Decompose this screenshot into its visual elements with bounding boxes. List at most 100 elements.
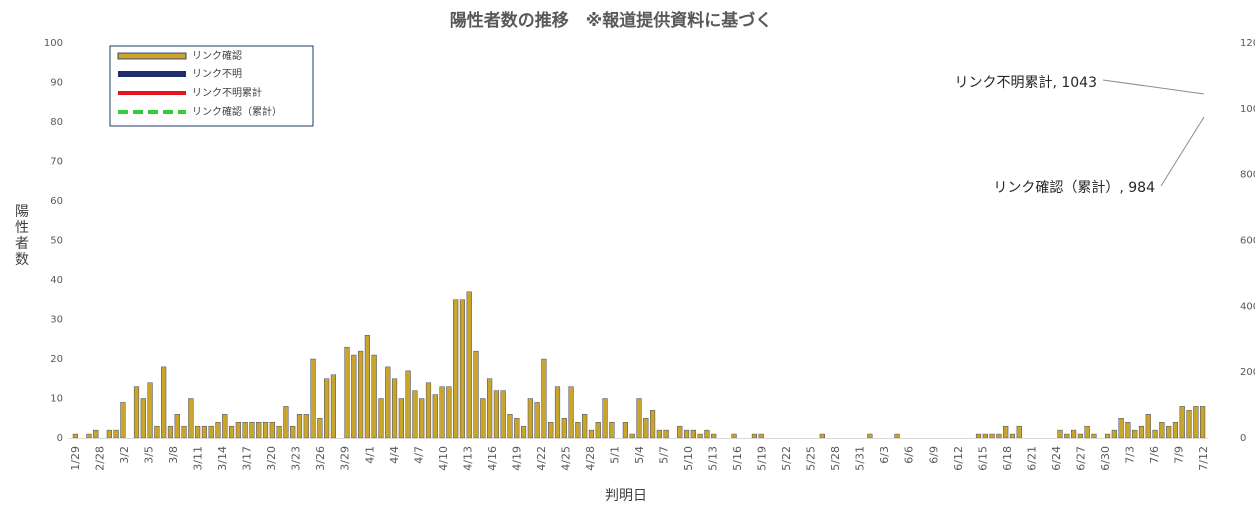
- bar-link-confirmed: [996, 433, 1002, 439]
- bar-link-confirmed: [86, 433, 92, 439]
- bar-link-confirmed: [819, 433, 825, 439]
- bar-link-confirmed: [758, 433, 764, 439]
- x-tick-label: 6/24: [1050, 446, 1063, 471]
- bar-link-confirmed: [704, 429, 710, 439]
- bar-link-confirmed: [1132, 429, 1138, 439]
- bar-link-confirmed: [405, 370, 411, 439]
- bar-link-confirmed: [276, 425, 282, 439]
- bar-link-confirmed: [894, 433, 900, 439]
- bar-link-confirmed: [1159, 422, 1165, 439]
- bar-link-confirmed: [867, 433, 873, 439]
- bar-link-confirmed: [751, 433, 758, 439]
- bar-link-confirmed: [582, 414, 588, 439]
- y-tick-label: 50: [50, 236, 63, 247]
- bar-link-confirmed: [419, 398, 425, 439]
- bar-link-confirmed: [317, 418, 323, 439]
- x-tick-label: 2/28: [94, 446, 107, 471]
- bar-link-confirmed: [256, 422, 262, 439]
- x-axis-label: 判明日: [605, 488, 647, 504]
- x-tick-label: 6/6: [903, 446, 916, 464]
- x-axis-ticks: 1/29 2/28 3/2 3/5 3/8 3/11 3/14 3/17 3/20 3/23 3/2…: [69, 446, 1210, 471]
- bar-link-confirmed: [588, 429, 595, 439]
- x-tick-label: 1/29: [69, 446, 82, 471]
- x-tick-label: 3/26: [314, 446, 327, 471]
- bar-link-confirmed: [446, 386, 452, 439]
- bar-link-confirmed: [371, 354, 377, 439]
- bar-link-confirmed: [1193, 406, 1199, 439]
- bar-link-confirmed: [208, 425, 214, 439]
- bar-link-confirmed: [561, 418, 567, 439]
- bar-link-confirmed: [161, 366, 167, 439]
- x-tick-label: 6/3: [878, 446, 891, 464]
- bar-link-confirmed: [378, 398, 384, 439]
- bar-link-confirmed: [120, 402, 126, 439]
- x-tick-label: 4/1: [363, 446, 376, 464]
- x-tick-label: 3/11: [192, 446, 205, 471]
- y-tick-label: 60: [50, 196, 63, 207]
- x-tick-label: 3/20: [265, 446, 278, 471]
- bar-link-confirmed: [1186, 410, 1192, 439]
- annotation-confirmed-cumulative: リンク確認（累計）, 984: [993, 116, 1205, 196]
- annotation-confirmed-cumulative-text: リンク確認（累計）, 984: [993, 180, 1155, 196]
- legend-label-unknown-cumulative: リンク不明累計: [192, 86, 262, 99]
- bar-link-confirmed: [147, 382, 153, 439]
- bar-link-confirmed: [330, 374, 337, 439]
- x-tick-label: 4/16: [486, 446, 499, 471]
- y-axis-label: 陽性者数: [15, 204, 29, 268]
- bar-link-confirmed: [1016, 425, 1022, 439]
- bar-link-confirmed: [514, 418, 520, 439]
- bar-link-confirmed: [439, 386, 445, 439]
- x-tick-label: 4/13: [461, 446, 474, 471]
- x-tick-label: 3/8: [167, 446, 180, 464]
- bar-link-confirmed: [432, 394, 438, 439]
- legend-label-link-confirmed: リンク確認: [192, 49, 242, 62]
- y-tick-label: 30: [50, 315, 63, 326]
- bar-link-confirmed: [1138, 425, 1145, 439]
- x-tick-label: 5/10: [682, 446, 695, 471]
- bar-link-confirmed: [93, 429, 99, 439]
- bar-link-confirmed: [140, 398, 146, 439]
- y-tick-label: 0: [57, 433, 63, 444]
- y-tick-label: 90: [50, 78, 63, 89]
- x-tick-label: 5/16: [731, 446, 744, 471]
- bar-link-confirmed: [290, 425, 296, 439]
- bar-link-confirmed: [500, 390, 506, 439]
- bar-link-confirmed: [548, 422, 554, 439]
- bar-link-confirmed: [412, 390, 418, 439]
- legend-swatch-link-unknown: [118, 71, 186, 77]
- x-tick-label: 7/9: [1172, 446, 1185, 464]
- bar-link-confirmed: [473, 350, 479, 439]
- x-tick-label: 5/13: [707, 446, 720, 471]
- x-tick-label: 3/2: [118, 446, 131, 464]
- bar-link-confirmed: [195, 425, 201, 439]
- x-tick-label: 5/4: [633, 446, 646, 464]
- bar-link-confirmed: [385, 366, 391, 439]
- x-tick-label: 6/27: [1074, 446, 1087, 471]
- bar-link-confirmed: [643, 418, 649, 439]
- bar-link-confirmed: [480, 398, 486, 439]
- bar-link-confirmed: [324, 378, 330, 439]
- bar-link-confirmed: [201, 425, 207, 439]
- bar-link-confirmed: [1118, 418, 1124, 439]
- x-tick-label: 6/15: [976, 446, 989, 471]
- y-tick-label: 100: [44, 38, 63, 49]
- x-tick-label: 4/22: [535, 446, 548, 471]
- x-tick-label: 6/30: [1099, 446, 1112, 471]
- bar-link-confirmed: [527, 398, 533, 439]
- bar-link-confirmed: [262, 422, 269, 439]
- annotation-unknown-cumulative: リンク不明累計, 1043: [954, 75, 1205, 95]
- bar-link-confirmed: [636, 398, 642, 439]
- x-tick-label: 6/18: [1001, 446, 1014, 471]
- bar-link-confirmed: [1084, 425, 1090, 439]
- bar-link-confirmed: [310, 358, 316, 439]
- bar-link-confirmed: [1200, 406, 1206, 439]
- x-tick-label: 3/29: [339, 446, 352, 471]
- bar-link-confirmed: [989, 433, 995, 439]
- bar-link-confirmed: [1009, 433, 1016, 439]
- x-tick-label: 3/17: [241, 446, 254, 471]
- x-tick-label: 3/14: [216, 446, 229, 471]
- bar-link-confirmed: [1077, 433, 1083, 439]
- legend-swatch-link-confirmed: [117, 52, 187, 60]
- bar-link-confirmed: [133, 386, 140, 439]
- left-axis-ticks: 0 10 20 30 40 50 60 70 80 90 100: [44, 38, 63, 444]
